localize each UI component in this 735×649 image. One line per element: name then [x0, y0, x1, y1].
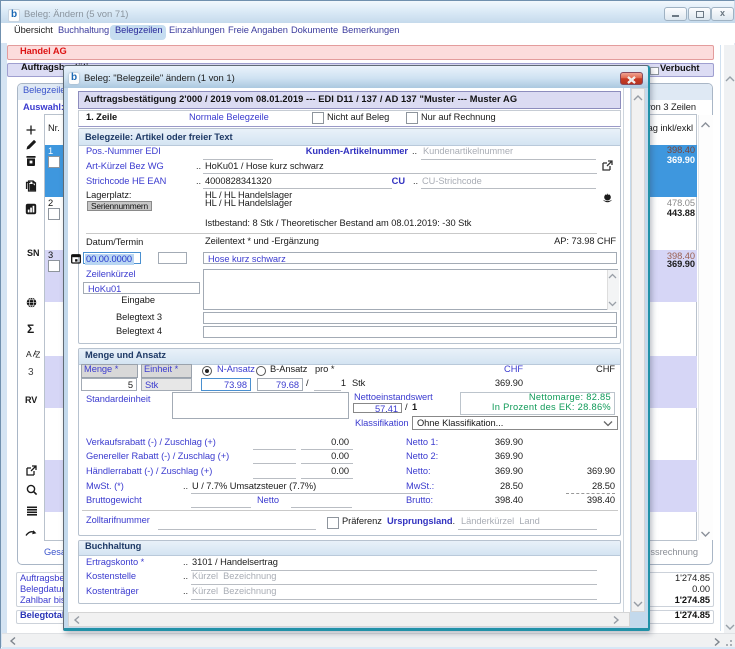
svg-text:A: A	[26, 349, 32, 359]
svg-text:Z: Z	[35, 350, 40, 360]
